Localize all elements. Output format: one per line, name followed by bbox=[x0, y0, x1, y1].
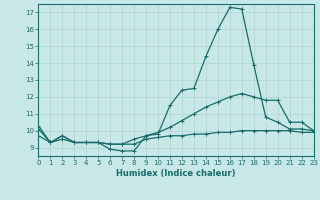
X-axis label: Humidex (Indice chaleur): Humidex (Indice chaleur) bbox=[116, 169, 236, 178]
